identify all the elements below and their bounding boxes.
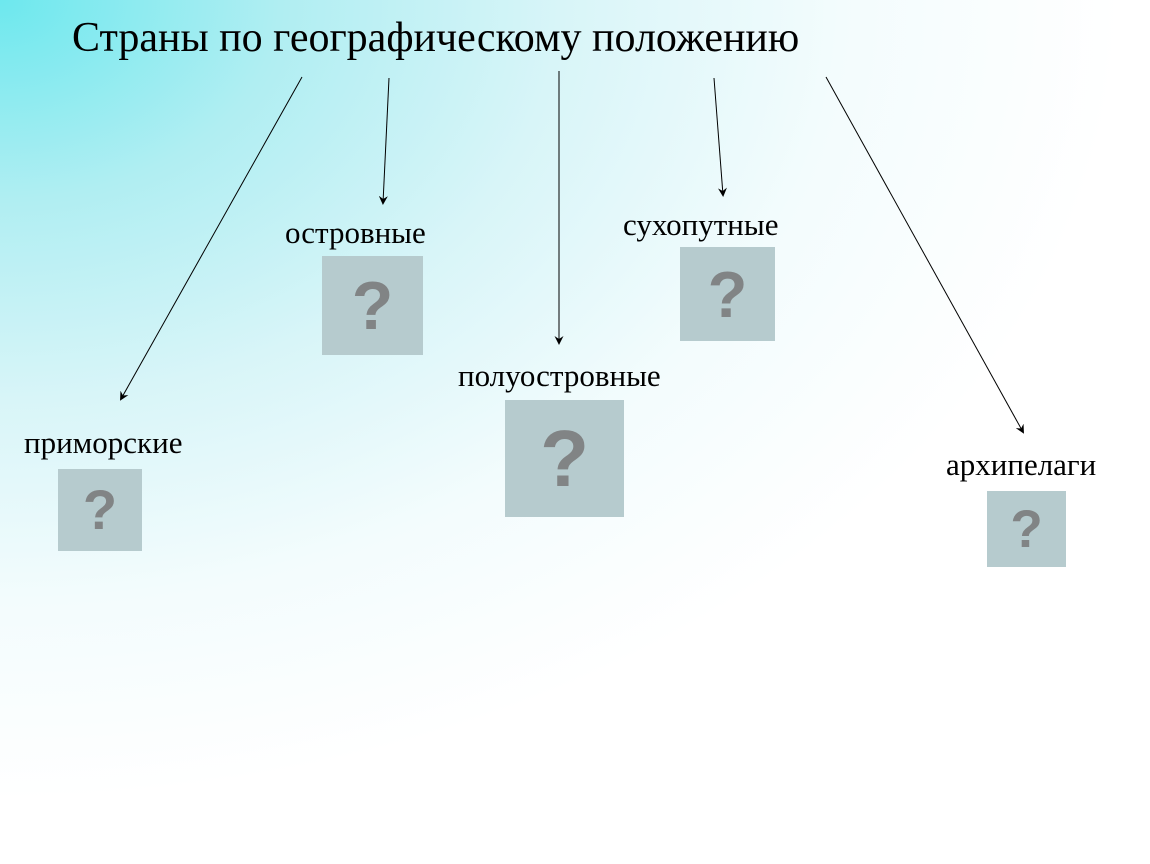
question-mark-icon: ?: [352, 272, 394, 340]
placeholder-suhoputnye[interactable]: ?: [680, 247, 775, 341]
question-mark-icon: ?: [83, 482, 117, 538]
question-mark-icon: ?: [708, 262, 748, 327]
category-label-primorskie: приморские: [24, 425, 182, 461]
category-label-arhipelagi: архипелаги: [946, 447, 1096, 483]
placeholder-ostrovnye[interactable]: ?: [322, 256, 423, 355]
placeholder-poluostrovnye[interactable]: ?: [505, 400, 624, 517]
category-label-poluostrovnye: полуостровные: [458, 358, 661, 394]
category-label-suhoputnye: сухопутные: [623, 207, 778, 243]
question-mark-icon: ?: [1010, 503, 1042, 556]
category-label-ostrovnye: островные: [285, 215, 426, 251]
question-mark-icon: ?: [540, 419, 589, 499]
placeholder-arhipelagi[interactable]: ?: [987, 491, 1066, 567]
page-title: Страны по географическому положению: [72, 14, 799, 62]
placeholder-primorskie[interactable]: ?: [58, 469, 142, 551]
